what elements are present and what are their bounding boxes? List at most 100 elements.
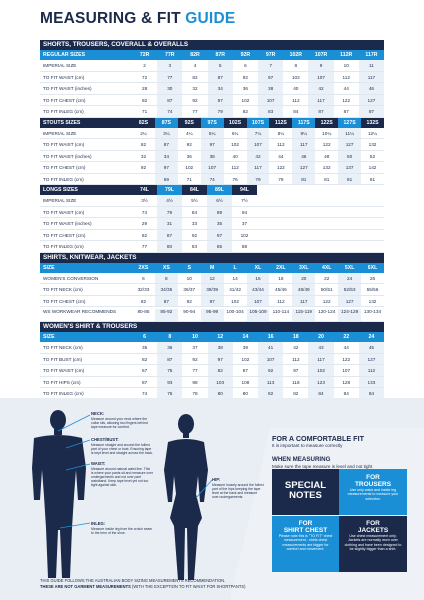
- table-cell: 4½: [157, 195, 182, 206]
- size-header-cell: S: [187, 264, 191, 271]
- size-header-cell: 79L: [157, 185, 182, 195]
- table-cell: 92: [192, 97, 198, 103]
- table-cell: 102: [240, 232, 249, 238]
- table-cell: 84: [358, 388, 385, 399]
- table-cell: 127: [292, 162, 316, 173]
- table-cell: 6: [142, 275, 145, 281]
- size-header-cell: L: [233, 264, 237, 271]
- size-header-row: SIZE 6 8 10 12 14 16 18 20 22 24: [40, 332, 385, 342]
- table-cell: 28: [141, 86, 148, 91]
- table-cell: 36: [186, 153, 192, 159]
- table-cell: 87: [157, 94, 183, 105]
- table-cell: 107: [246, 139, 270, 150]
- table-cell: 112: [292, 97, 300, 103]
- table-cell: 35: [207, 218, 232, 229]
- table-cell: 39: [242, 345, 249, 350]
- table-cell: 84: [191, 209, 198, 215]
- table-row: TO FIT HIPS (cm) 87 93 98 103 108 113 118 123 128…: [40, 376, 385, 388]
- size-header-row: REGULAR SIZES 72R 77R 82R 87R 92R 97R 102R 107R 1…: [40, 50, 385, 60]
- table-cell: 133: [358, 376, 385, 387]
- table-cell: 118: [292, 379, 300, 385]
- size-header-label: STOUTS SIZES: [43, 119, 81, 126]
- table-cell: 43: [308, 342, 334, 353]
- special-notes-box: SPECIAL NOTES: [272, 469, 339, 515]
- table-cell: 92: [258, 365, 284, 376]
- table-cell: 22: [324, 275, 330, 281]
- table-cell: 6½: [207, 195, 232, 206]
- table-cell: 14: [232, 275, 238, 281]
- table-cell: 87: [308, 106, 334, 117]
- table-cell: 107: [200, 162, 224, 173]
- body-figures: [0, 398, 424, 600]
- table-cell: [132, 174, 155, 185]
- trousers-note-box: FOR TROUSERS Use only waist and inside l…: [339, 469, 407, 515]
- table-cell: 42: [293, 345, 299, 350]
- table-cell: 93: [157, 376, 183, 387]
- size-header-cell: 97S: [200, 117, 224, 128]
- size-header-label: SIZE: [43, 264, 55, 271]
- table-cell: 2¼: [140, 130, 147, 136]
- table-cell: 142: [368, 165, 377, 170]
- table-cell: 35: [141, 345, 148, 350]
- table-row: TO FIT INLEG (cm) 77 80 83 85 88: [40, 241, 384, 253]
- table-row: IMPERIAL SIZE 3½ 4½ 5½ 6½ 7½: [40, 195, 384, 207]
- table-cell: 74: [141, 391, 148, 396]
- comfortable-fit-title: FOR A COMFORTABLE FIT: [272, 434, 364, 443]
- table-cell: 46: [358, 83, 385, 94]
- table-cell: 7: [258, 60, 284, 71]
- table-cell: 82: [141, 97, 148, 103]
- table-cell: 102: [231, 298, 239, 304]
- row-label: TO FIT CHEST (cm): [43, 165, 86, 170]
- table-cell: 82: [141, 356, 148, 362]
- size-header-cell: 5XL: [338, 262, 362, 273]
- size-header-cell: 87S: [154, 117, 178, 128]
- size-header-cell: 92S: [184, 119, 194, 126]
- table-cell: 90-94: [183, 308, 196, 314]
- table-cell: 10: [186, 275, 192, 281]
- row-label: IMPERIAL SIZE: [43, 130, 77, 136]
- table-cell: 117: [308, 353, 334, 364]
- table-cell: 38: [207, 342, 233, 353]
- table-row: TO FIT CHEST (cm) 82 87 92 97 102: [40, 229, 384, 241]
- table-cell: 107: [258, 353, 284, 364]
- table-cell: 82: [140, 298, 147, 304]
- table-cell: 76: [157, 388, 183, 399]
- table-cell: 112: [292, 356, 300, 362]
- table-cell: 102: [308, 365, 334, 376]
- table-cell: 44: [343, 86, 349, 91]
- table-cell: 112: [231, 165, 239, 170]
- size-header-cell: 4XL: [321, 264, 332, 271]
- page-title: MEASURING & FIT GUIDE: [40, 10, 236, 27]
- size-header-label: REGULAR SIZES: [43, 52, 86, 58]
- table-cell: 6¼: [231, 130, 239, 136]
- table-cell: 122: [342, 356, 351, 362]
- table-cell: 97: [207, 229, 232, 240]
- table-cell: 74: [141, 209, 148, 215]
- size-header-cell: 72R: [139, 52, 150, 58]
- size-header-cell: 102R: [289, 52, 303, 58]
- table-cell: 87: [207, 71, 233, 82]
- table-cell: 40: [293, 86, 299, 91]
- table-row: TO FIT WAIST (cm) 67 75 77 82 87 92 97 102 107 112: [40, 365, 385, 377]
- table-cell: 82: [293, 391, 299, 396]
- table-cell: 127: [338, 295, 362, 306]
- table-cell: 132: [368, 142, 377, 147]
- table-cell: 11¼: [338, 127, 362, 138]
- table-cell: 117: [358, 71, 385, 82]
- size-header-cell: 10: [192, 334, 198, 340]
- table-cell: 77: [157, 71, 183, 82]
- table-cell: 83: [191, 244, 198, 249]
- size-header-cell: 6XL: [367, 264, 378, 271]
- table-cell: 79: [246, 173, 270, 184]
- male-figure-icon: [32, 410, 86, 578]
- size-header-cell: 107R: [308, 50, 334, 60]
- table-cell: 52/53: [338, 284, 362, 295]
- table-cell: 83: [258, 106, 284, 117]
- table-cell: 92: [140, 165, 147, 170]
- table-cell: 44: [343, 345, 349, 350]
- table-cell: 82: [258, 388, 284, 399]
- table-cell: 34: [154, 150, 178, 161]
- row-label: TO FIT WAIST (cm): [43, 142, 85, 147]
- row-label: TO FIT CHEST (cm): [43, 232, 86, 238]
- table-cell: 6: [244, 63, 247, 68]
